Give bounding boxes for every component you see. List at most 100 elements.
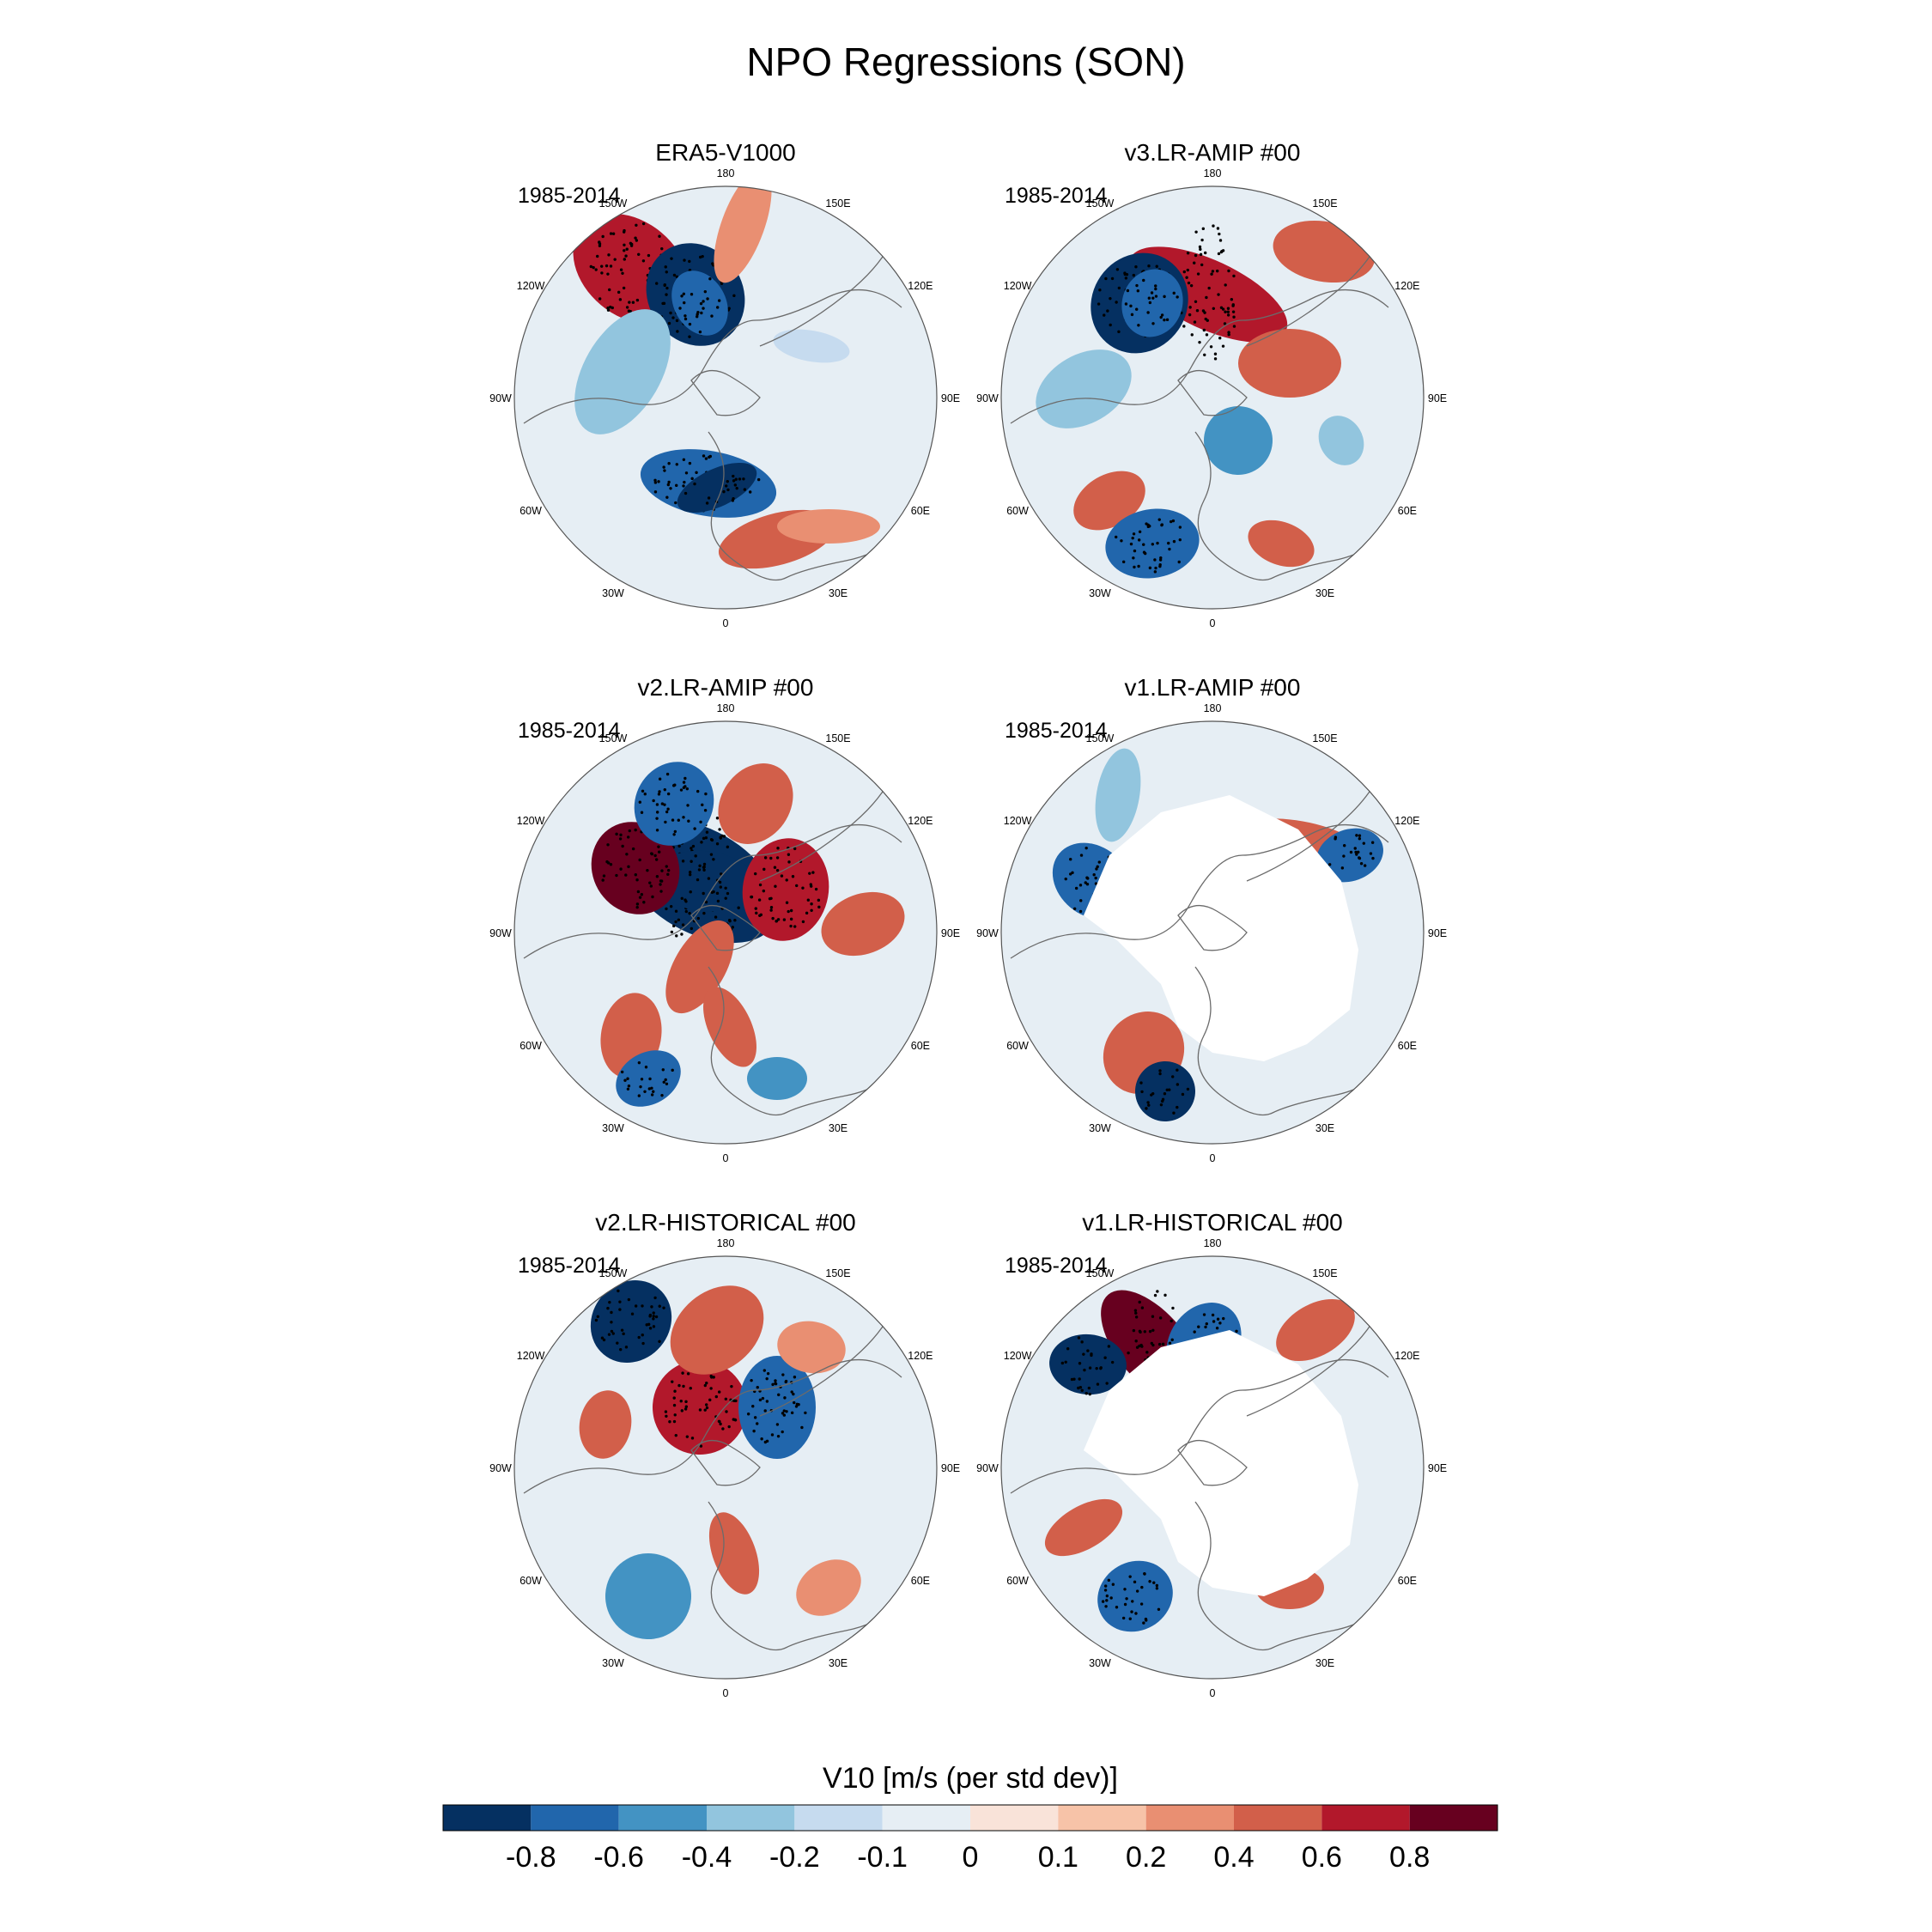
significance-dot: [638, 896, 642, 899]
significance-dot: [1085, 876, 1089, 879]
significance-dot: [1146, 311, 1150, 314]
significance-dot: [635, 905, 639, 909]
significance-dot: [1176, 295, 1179, 299]
significance-dot: [631, 847, 635, 851]
significance-dot: [659, 883, 662, 886]
significance-dot: [683, 898, 687, 902]
anomaly-patch: [1276, 1298, 1355, 1362]
significance-dot: [683, 258, 686, 262]
significance-dot: [1078, 884, 1083, 887]
significance-dot: [1107, 1345, 1111, 1348]
significance-dot: [1115, 301, 1118, 304]
significance-dot: [1137, 538, 1141, 542]
anomaly-patch: [591, 822, 680, 914]
significance-dot: [700, 311, 703, 315]
significance-dot: [1079, 899, 1083, 902]
significance-dot: [689, 890, 692, 894]
significance-dot: [634, 873, 638, 877]
significance-dot: [655, 875, 659, 878]
significance-dot: [683, 317, 688, 321]
significance-dot: [704, 900, 708, 904]
significance-dot: [1134, 1315, 1139, 1319]
significance-dot: [1195, 309, 1200, 313]
significance-dot: [1161, 1342, 1165, 1346]
anomaly-patch: [777, 509, 880, 544]
significance-dot: [652, 1315, 655, 1318]
significance-dot: [776, 1434, 781, 1438]
significance-dot: [1221, 344, 1225, 348]
longitude-label: 180: [717, 1237, 735, 1249]
significance-dot: [1120, 539, 1123, 543]
significance-dot: [643, 1090, 647, 1093]
significance-dot: [1186, 268, 1189, 272]
map-field: [1001, 186, 1424, 609]
significance-dot: [1193, 320, 1197, 324]
significance-dot: [647, 253, 651, 258]
significance-dot: [1168, 547, 1171, 551]
map-border: [513, 720, 938, 1145]
significance-dot: [782, 918, 787, 921]
significance-dot: [1080, 1340, 1084, 1344]
significance-dot: [641, 222, 646, 226]
significance-dot: [660, 1093, 664, 1097]
significance-dot: [1152, 1581, 1156, 1584]
significance-dot: [1207, 286, 1211, 290]
longitude-label: 0: [1210, 1687, 1216, 1699]
significance-dot: [1147, 296, 1151, 300]
significance-dot: [1203, 251, 1207, 255]
longitude-label: 150W: [599, 197, 628, 210]
significance-dot: [1077, 1336, 1081, 1340]
significance-dot: [1104, 276, 1108, 281]
significance-dot: [683, 314, 687, 318]
significance-dot: [618, 298, 623, 301]
significance-dot: [628, 301, 631, 304]
colorbar-tick-label: 0: [963, 1841, 979, 1874]
significance-dot: [1064, 877, 1067, 881]
map-field: [514, 186, 937, 609]
significance-dot: [1182, 270, 1186, 274]
significance-dot: [652, 1311, 655, 1315]
significance-dot: [641, 789, 645, 793]
significance-dot: [1094, 882, 1098, 885]
significance-dot: [790, 1390, 793, 1394]
significance-dot: [648, 881, 652, 884]
significance-dot: [762, 889, 766, 893]
colorbar-box: [443, 1805, 532, 1831]
longitude-label: 30E: [829, 1657, 848, 1669]
significance-dot: [1349, 850, 1353, 854]
longitude-label: 150W: [599, 1267, 628, 1279]
significance-dot: [1106, 309, 1109, 313]
significance-dot: [782, 1409, 786, 1413]
significance-dot: [1159, 1103, 1163, 1107]
significance-dot: [664, 820, 667, 824]
significance-dot: [774, 884, 777, 888]
anomaly-patch: [634, 762, 714, 846]
significance-dot: [1069, 858, 1072, 861]
significance-dot: [665, 907, 668, 911]
significance-dot: [797, 1403, 800, 1406]
significance-dot: [1358, 856, 1362, 860]
significance-dot: [731, 926, 735, 929]
significance-dot: [1109, 296, 1112, 301]
panel-period: 1985-2014: [1005, 719, 1108, 743]
significance-dot: [1115, 535, 1118, 539]
significance-dot: [665, 1082, 669, 1085]
panel-title: v1.LR-HISTORICAL #00: [1082, 1209, 1342, 1236]
longitude-label: 30E: [829, 587, 848, 599]
significance-dot: [613, 258, 617, 261]
anomaly-patch: [718, 763, 793, 844]
significance-dot: [800, 1425, 804, 1430]
longitude-label: 60E: [1398, 1575, 1417, 1587]
anomaly-patch: [1036, 349, 1132, 428]
longitude-label: 90W: [976, 1462, 999, 1474]
significance-dot: [793, 1376, 797, 1379]
significance-dot: [1218, 1321, 1222, 1325]
coastline-europe: [708, 431, 898, 581]
coastline-europe: [708, 1501, 898, 1651]
significance-dot: [655, 282, 659, 285]
significance-dot: [725, 484, 728, 488]
significance-dot: [730, 1384, 733, 1388]
significance-dot: [652, 1325, 656, 1328]
significance-dot: [611, 1332, 615, 1335]
significance-dot: [1354, 850, 1358, 854]
